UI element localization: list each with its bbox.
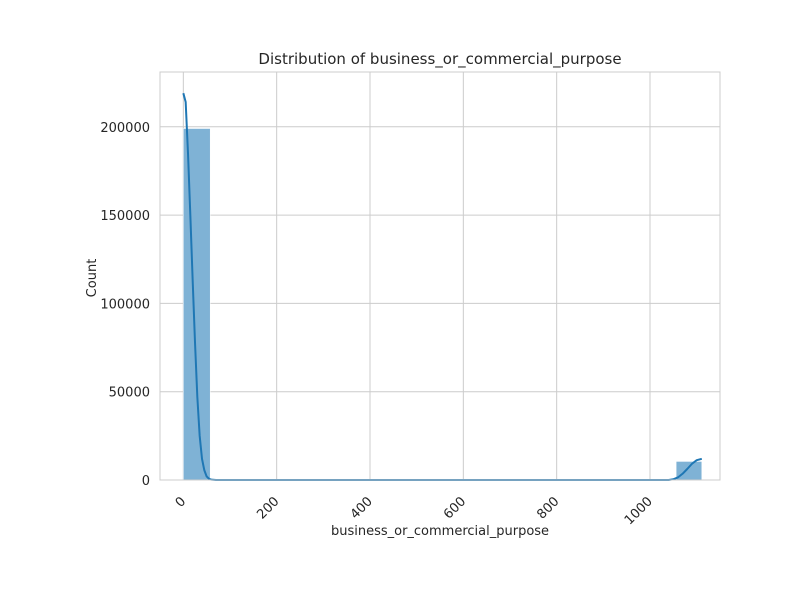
plot-frame [159, 71, 721, 481]
y-tick-label: 200000 [100, 121, 150, 136]
y-tick-label: 100000 [100, 297, 150, 312]
histogram-bar [183, 128, 211, 481]
chart-title: Distribution of business_or_commercial_p… [258, 50, 621, 69]
y-tick-label: 0 [142, 474, 150, 489]
grid [160, 72, 720, 481]
y-tick-label: 50000 [109, 386, 150, 401]
kde-layer [182, 92, 703, 481]
kde-line [182, 92, 703, 481]
x-axis-label: business_or_commercial_purpose [331, 524, 549, 539]
histogram-bars [183, 128, 703, 481]
y-tick-label: 150000 [100, 209, 150, 224]
histogram-bar [675, 461, 703, 481]
y-axis-label: Count [85, 259, 100, 298]
